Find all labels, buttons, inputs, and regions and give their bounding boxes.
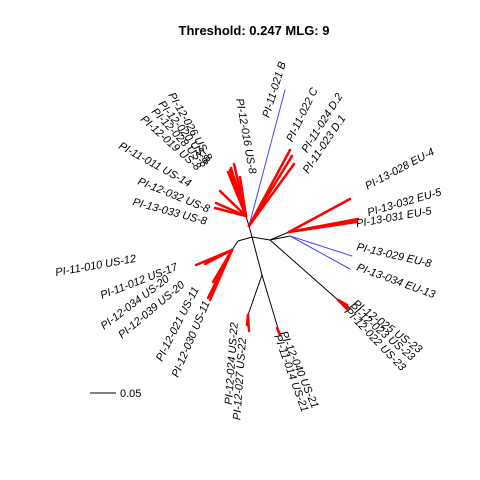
internal-edge-10: [261, 274, 281, 336]
tip-edge-pi-12-024-us-22: [245, 313, 250, 327]
tip-edge-pi-11-010-us-12: [194, 248, 234, 267]
internal-edge-7: [269, 235, 291, 241]
tip-label-pi-12-027-us-22: PI-12-027 US-22: [231, 337, 249, 420]
tip-edge-pi-11-014-us-21: [275, 326, 282, 337]
internal-edge-6: [269, 231, 290, 241]
tip-edge-pi-12-022-us-23: [336, 298, 349, 311]
internal-edge-5: [251, 236, 271, 241]
tree-edges: [194, 89, 360, 337]
tip-label-pi-12-024-us-22: PI-12-024 US-22: [223, 322, 241, 405]
internal-edge-9: [251, 236, 263, 276]
tip-edge-pi-13-031-eu-5: [287, 220, 358, 234]
tip-labels: PI-11-021 BPI-11-022 CPI-11-024 D.2PI-11…: [54, 60, 443, 420]
tip-edge-pi-11-023-d-1: [247, 162, 296, 228]
scale-bar-label: 0.05: [120, 388, 141, 400]
tip-edge-pi-11-011-us-14: [218, 189, 248, 218]
tip-label-pi-13-028-eu-4: PI-13-028 EU-4: [363, 146, 436, 192]
tip-edge-pi-12-032-us-8: [214, 201, 248, 218]
tip-label-pi-12-016-us-8: PI-12-016 US-8: [233, 97, 258, 175]
internal-edge-3: [237, 236, 253, 242]
internal-edge-4: [231, 240, 239, 251]
tip-edge-pi-13-029-eu-8: [289, 235, 353, 257]
internal-edge-8: [269, 239, 339, 301]
tip-label-pi-11-010-us-12: PI-11-010 US-12: [54, 253, 137, 279]
tip-edge-pi-12-016-us-8: [238, 175, 248, 218]
tip-edge-pi-13-028-eu-4: [287, 197, 352, 234]
internal-edge-1: [248, 225, 253, 238]
tip-edge-pi-13-034-eu-13: [289, 235, 351, 270]
tip-edge-pi-12-034-us-20: [211, 248, 234, 284]
internal-edge-11: [247, 274, 263, 316]
chart-title: Threshold: 0.247 MLG: 9: [179, 23, 330, 38]
tip-edge-pi-11-021-b: [248, 89, 286, 227]
